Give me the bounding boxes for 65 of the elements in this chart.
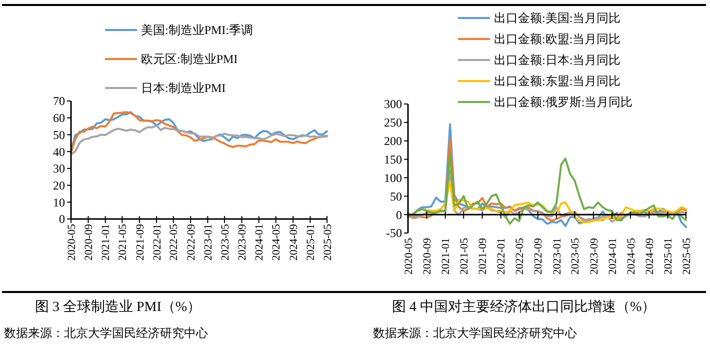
x-tick-label: 2020-05: [402, 238, 415, 275]
text: 图 3 全球制造业 PMI（%）: [35, 298, 202, 315]
legend-label: 美国:制造业PMI:季调: [141, 23, 254, 38]
x-tick-label: 2022-05: [168, 224, 180, 261]
x-tick-label: 2021-05: [117, 224, 130, 261]
x-tick-label: 2020-09: [422, 238, 434, 275]
y-tick-label: 20: [53, 178, 65, 192]
x-tick-label: 2021-09: [134, 224, 146, 261]
text: 图 4 中国对主要经济体出口同比增速（%）: [392, 298, 656, 315]
y-tick-label: 0: [59, 212, 65, 226]
y-tick-label: 10: [53, 195, 65, 210]
legend-label: 出口金额:日本:当月同比: [494, 53, 621, 68]
legend-label: 出口金额:美国:当月同比: [494, 11, 621, 26]
line-series: [407, 152, 687, 225]
x-tick-label: 2021-01: [440, 238, 452, 275]
x-tick-label: 2020-05: [66, 224, 78, 261]
line-series: [70, 124, 328, 156]
legend-label: 出口金额:东盟:当月同比: [494, 74, 621, 88]
x-tick-label: 2025-05: [680, 238, 693, 275]
y-tick-label: 50: [53, 128, 65, 142]
y-tick-label: 60: [53, 111, 65, 126]
x-tick-label: 2025-05: [322, 224, 334, 261]
x-tick-label: 2023-05: [219, 224, 232, 261]
y-tick-label: 50: [390, 189, 402, 204]
y-tick-label: 250: [384, 116, 402, 130]
x-tick-label: 2022-09: [185, 224, 198, 261]
line-series: [407, 123, 687, 228]
legend-label: 欧元区:制造业PMI: [141, 52, 238, 66]
x-tick-label: 2022-01: [151, 224, 164, 261]
legend-label: 日本:制造业PMI: [141, 81, 226, 96]
y-tick-label: 150: [384, 152, 402, 166]
x-tick-label: 2023-09: [588, 238, 600, 275]
x-tick-label: 2023-01: [202, 224, 215, 261]
y-tick-label: 0: [396, 208, 402, 222]
y-tick-label: 100: [384, 170, 402, 185]
y-tick-label: 40: [53, 144, 65, 159]
x-tick-label: 2025-01: [305, 224, 318, 261]
x-tick-label: 2024-01: [254, 224, 266, 261]
x-tick-label: 2024-09: [288, 224, 300, 261]
y-tick-label: -50: [386, 226, 402, 240]
x-tick-label: 2021-09: [477, 238, 490, 275]
x-tick-label: 2025-01: [662, 238, 675, 275]
x-tick-label: 2024-01: [606, 238, 619, 275]
source-note: 数据来源：北京大学国民经济研究中心: [373, 326, 577, 340]
legend-label: 出口金额:俄罗斯:当月同比: [494, 95, 633, 110]
x-tick-label: 2022-01: [496, 238, 508, 275]
x-tick-label: 2021-01: [100, 224, 112, 261]
x-tick-label: 2023-05: [570, 238, 582, 275]
line-series: [407, 169, 687, 223]
source-note: 数据来源：北京大学国民经济研究中心: [4, 326, 208, 340]
x-tick-label: 2024-05: [625, 238, 638, 275]
x-tick-label: 2024-09: [644, 238, 656, 275]
x-tick-label: 2023-01: [551, 238, 564, 275]
y-tick-label: 30: [53, 162, 65, 176]
legend-label: 出口金额:欧盟:当月同比: [494, 32, 621, 46]
x-tick-label: 2020-09: [83, 224, 96, 261]
line-series: [407, 138, 687, 223]
y-tick-label: 300: [384, 97, 402, 112]
x-tick-label: 2024-05: [270, 224, 283, 261]
y-tick-label: 200: [384, 134, 402, 148]
x-tick-label: 2023-09: [236, 224, 249, 261]
y-tick-label: 70: [53, 94, 65, 108]
x-tick-label: 2022-09: [532, 238, 545, 275]
x-tick-label: 2022-05: [514, 238, 526, 275]
x-tick-label: 2021-05: [458, 238, 470, 275]
